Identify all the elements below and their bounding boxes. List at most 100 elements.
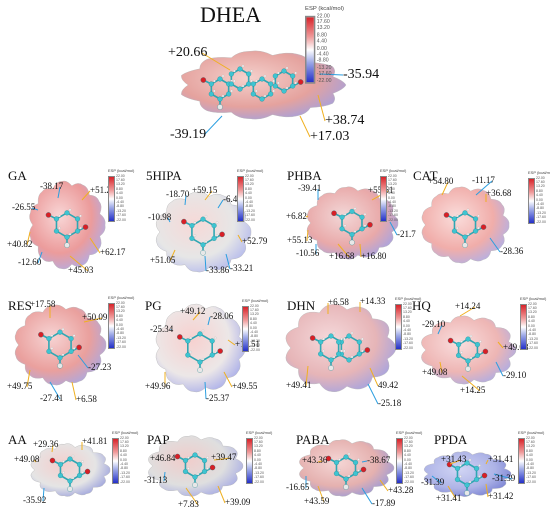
colorbar-tick: 13.20 — [388, 182, 397, 187]
colorbar-tick: -13.20 — [245, 208, 255, 213]
esp-value-label: +51.27 — [90, 185, 116, 195]
colorbar-gradient — [380, 176, 387, 222]
leader-line — [431, 475, 442, 484]
colorbar-tick: 0.00 — [120, 457, 127, 462]
panel-title-aa: AA — [8, 432, 27, 447]
leader-line — [305, 215, 309, 218]
colorbar-tick: -22.00 — [316, 77, 332, 83]
colorbar-tick: 8.80 — [250, 316, 257, 321]
colorbar-tick: 4.40 — [388, 191, 395, 196]
colorbar-tick: 22.00 — [120, 435, 129, 440]
colorbar-title: ESP (kcal/mol) — [108, 168, 135, 173]
colorbar-tick: -4.40 — [536, 201, 544, 206]
leader-line — [71, 381, 77, 401]
esp-value-label: -33.21 — [230, 263, 254, 273]
colorbar-tick: -22.00 — [403, 345, 413, 350]
esp-surface — [148, 435, 244, 497]
leader-line — [439, 361, 443, 374]
esp-value-label: +39.47 — [211, 452, 237, 462]
esp-value-label: -11.17 — [472, 175, 495, 185]
esp-value-label: -38.17 — [40, 181, 64, 191]
colorbar-tick: 17.60 — [116, 304, 125, 309]
molecule-structure — [200, 64, 304, 110]
colorbar-tick: 0.00 — [116, 322, 123, 327]
esp-value-label: -28.06 — [210, 311, 234, 321]
colorbar-tick: 22.00 — [388, 173, 397, 178]
panel-title-ga: GA — [8, 168, 27, 183]
leader-line — [305, 365, 309, 387]
colorbar-tick: -8.80 — [116, 331, 124, 336]
colorbar-tick: -8.80 — [526, 466, 534, 471]
colorbar-tick: 8.80 — [536, 188, 543, 193]
molecule-structure — [177, 329, 223, 373]
esp-panel-cat — [421, 180, 510, 264]
colorbar-tick: 0.00 — [526, 457, 533, 462]
molecule-structure — [174, 450, 216, 488]
esp-value-label: -28.36 — [500, 246, 524, 256]
esp-value-label: +49.08 — [422, 367, 448, 377]
colorbar-title: ESP (kcal/mol) — [520, 296, 547, 301]
colorbar-tick: 8.80 — [254, 448, 261, 453]
esp-value-label: +49.96 — [145, 381, 171, 391]
molecule-structure — [49, 454, 91, 492]
molecule-structure — [443, 208, 487, 248]
colorbar-tick: -17.60 — [254, 475, 264, 480]
colorbar-tick: -8.80 — [388, 204, 396, 209]
leader-line — [163, 471, 166, 482]
colorbar-title: ESP (kcal/mol) — [305, 4, 344, 12]
leader-line — [369, 367, 379, 387]
colorbar-gradient — [112, 438, 119, 484]
leader-line — [225, 253, 231, 270]
leader-line — [497, 341, 504, 349]
panel-title-ppda: PPDA — [434, 432, 468, 447]
colorbar-tick: 13.20 — [316, 25, 330, 32]
molecule-structure — [325, 452, 367, 490]
esp-value-label: +50.09 — [82, 312, 108, 322]
colorbar-tick: -17.60 — [120, 475, 130, 480]
leader-line — [37, 251, 43, 264]
leader-line — [306, 229, 309, 242]
colorbar-tick: 22.00 — [536, 175, 545, 180]
colorbar-tick: 13.20 — [120, 444, 129, 449]
leader-line — [319, 73, 344, 76]
molecule-structure — [38, 328, 82, 369]
esp-panel-ppda — [423, 451, 513, 500]
colorbar-tick: 13.20 — [528, 310, 537, 315]
colorbar-tick: -13.20 — [316, 64, 332, 70]
colorbar-tick: 17.60 — [526, 439, 535, 444]
colorbar-tick: -4.40 — [528, 327, 536, 332]
leader-line — [57, 186, 61, 199]
esp-value-label: +52.79 — [242, 236, 268, 246]
colorbar-tick: -22.00 — [404, 479, 414, 484]
leader-line — [317, 94, 326, 122]
colorbar-tick: 13.20 — [254, 444, 263, 449]
esp-value-label: +20.66 — [168, 45, 208, 60]
esp-value-label: +17.58 — [30, 299, 56, 309]
colorbar-tick: 13.20 — [403, 310, 412, 315]
colorbar-tick: 0.00 — [536, 197, 543, 202]
colorbar-tick: -13.20 — [536, 210, 546, 215]
colorbar-tick: 22.00 — [245, 173, 254, 178]
colorbar-tick: 4.40 — [526, 453, 533, 458]
colorbar-tick: -8.80 — [120, 466, 128, 471]
colorbar-tick: 4.40 — [245, 191, 252, 196]
colorbar-tick: 8.80 — [116, 313, 123, 318]
colorbar-tick: 4.40 — [528, 319, 535, 324]
esp-value-label: +7.83 — [178, 499, 199, 509]
colorbar-tick: -4.40 — [250, 329, 258, 334]
esp-value-label: +17.03 — [310, 129, 350, 144]
esp-surface — [14, 304, 107, 386]
esp-value-label: +55.13 — [287, 235, 313, 245]
leader-line — [461, 375, 481, 392]
colorbar-tick: -4.40 — [116, 199, 124, 204]
esp-surface — [306, 186, 399, 260]
leader-line — [379, 479, 389, 492]
panel-title-pap: PAP — [147, 432, 170, 447]
colorbar-gradient — [246, 438, 253, 484]
leader-line — [361, 460, 368, 463]
leader-line — [203, 115, 223, 136]
colorbar-tick: 22.00 — [404, 435, 413, 440]
colorbar-tick: -17.60 — [526, 475, 536, 480]
colorbar-tick: -22.00 — [536, 219, 546, 224]
